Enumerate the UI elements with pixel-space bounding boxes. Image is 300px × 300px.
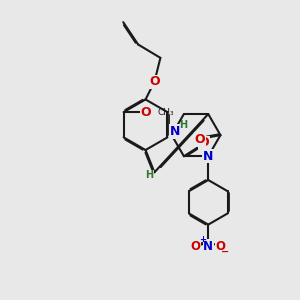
Text: N: N — [170, 125, 181, 138]
Text: +: + — [200, 235, 206, 244]
Text: H: H — [145, 170, 153, 180]
Text: O: O — [199, 136, 209, 149]
Text: CH₃: CH₃ — [158, 108, 175, 117]
Text: O: O — [216, 239, 226, 253]
Text: O: O — [194, 133, 205, 146]
Text: H: H — [179, 120, 188, 130]
Text: N: N — [203, 150, 213, 163]
Text: O: O — [191, 239, 201, 253]
Text: −: − — [220, 247, 229, 257]
Text: N: N — [203, 239, 213, 253]
Text: O: O — [141, 106, 151, 118]
Text: O: O — [149, 75, 160, 88]
